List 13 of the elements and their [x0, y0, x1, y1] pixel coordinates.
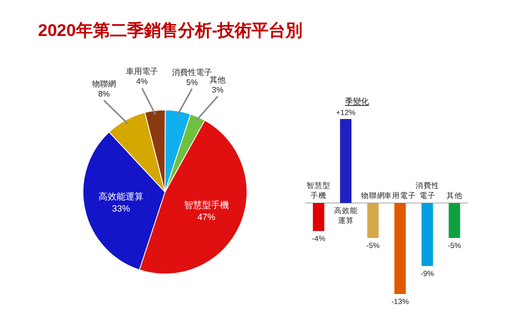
- slice-label: 車用電子: [126, 67, 158, 76]
- data-label: 8%: [98, 89, 110, 98]
- slice-label: 物聯網: [92, 79, 116, 88]
- slice-label: 智慧型手機: [184, 200, 229, 210]
- data-label: 4%: [136, 77, 148, 86]
- chart-title: 2020年第二季銷售分析-技術平台別: [38, 21, 302, 40]
- chart-title: 季變化: [345, 97, 369, 106]
- data-label: 33%: [112, 204, 130, 214]
- data-label: 3%: [212, 85, 224, 94]
- data-label: 47%: [197, 212, 216, 222]
- slice-label: 其他: [210, 75, 226, 84]
- data-label: 5%: [186, 78, 198, 87]
- slice-label: 消費性電子: [172, 68, 212, 77]
